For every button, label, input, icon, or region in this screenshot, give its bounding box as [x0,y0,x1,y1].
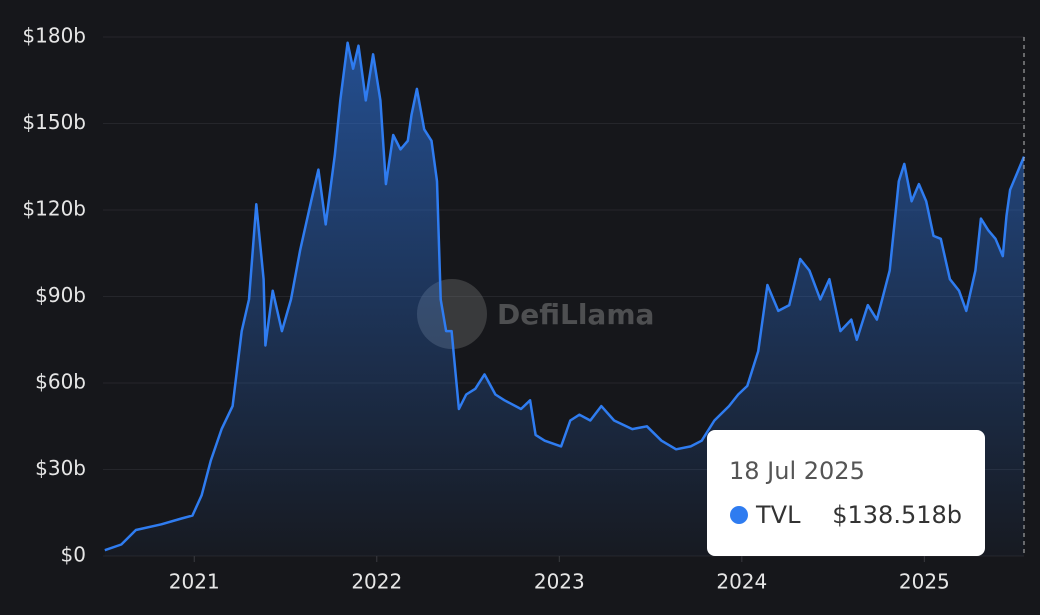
y-tick-label: $120b [22,197,86,221]
tooltip-marker [730,506,748,524]
y-tick-label: $90b [35,283,86,307]
x-tick-label: 2022 [351,570,402,594]
tooltip: 18 Jul 2025 TVL $138.518b [707,430,985,556]
tooltip-value: $138.518b [832,501,962,529]
tooltip-date: 18 Jul 2025 [729,457,865,485]
x-tick-label: 2024 [716,570,767,594]
y-tick-label: $60b [35,370,86,394]
y-tick-label: $0 [61,543,86,567]
tooltip-box [707,430,985,556]
watermark-text: DefiLlama [497,298,654,331]
line [104,41,1026,552]
y-tick-label: $150b [22,110,86,134]
y-tick-label: $180b [22,24,86,48]
x-tick-label: 2023 [534,570,585,594]
tooltip-series: TVL [755,501,801,529]
y-tick-label: $30b [35,456,86,480]
x-tick-label: 2021 [169,570,220,594]
x-tick-label: 2025 [899,570,950,594]
area [104,42,1025,557]
